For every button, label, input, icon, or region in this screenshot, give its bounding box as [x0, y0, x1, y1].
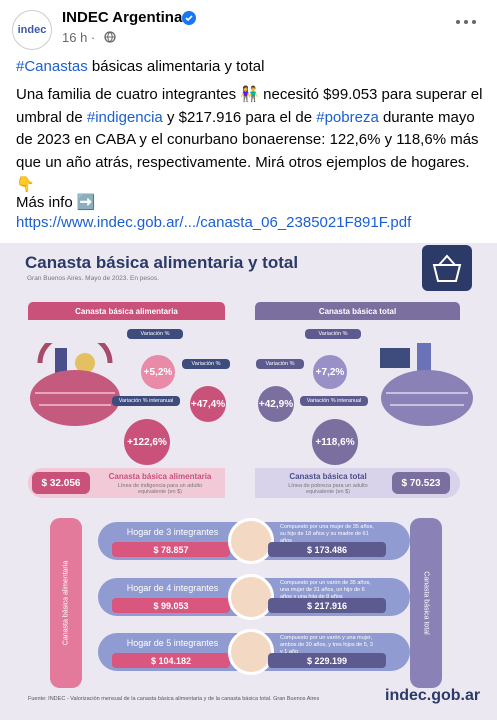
- side-right: [410, 518, 442, 688]
- household-label: Hogar de 5 integrantes: [126, 638, 219, 648]
- headline: #Canastas básicas alimentaria y total: [16, 58, 264, 75]
- right-header: Canasta básica total: [255, 302, 460, 320]
- logo: indec.gob.ar: [385, 687, 481, 704]
- line-desc: Línea de indigencia para un adulto equiv…: [117, 483, 203, 495]
- body-text: Una familia de cuatro integrantes 👫 nece…: [16, 86, 483, 126]
- side-label: Canasta básica alimentaria: [62, 560, 70, 646]
- verified-badge: [182, 11, 196, 25]
- cba-amount: $ 104.182: [112, 653, 230, 668]
- household-label: Hogar de 3 integrantes: [126, 527, 219, 537]
- hashtag[interactable]: #pobreza: [316, 108, 379, 126]
- variation-label: Variación %: [127, 329, 183, 339]
- variation-label: Variación %: [182, 359, 230, 369]
- family-icon: [228, 629, 274, 675]
- body-text: durante mayo de 2023 en CABA y el conurb…: [16, 108, 479, 194]
- line-title: Canasta básica total: [289, 472, 367, 481]
- side-label: Canasta básica total: [422, 571, 430, 635]
- hashtag[interactable]: #Canastas: [16, 58, 88, 75]
- family-icon: [228, 574, 274, 620]
- line-title: Canasta básica alimentaria: [108, 472, 212, 481]
- household-desc: Compuesto por un varón y una mujer, ambo…: [280, 635, 373, 655]
- cba-amount: $ 99.053: [112, 598, 230, 613]
- line-desc: Línea de pobreza para un adulto equivale…: [288, 483, 368, 495]
- food-basket: [30, 343, 120, 426]
- variation-label: Variación %: [256, 359, 304, 369]
- variation-value: +5,2%: [141, 355, 175, 389]
- variation-value: +122,6%: [124, 419, 170, 465]
- left-header: Canasta básica alimentaria: [28, 302, 225, 320]
- basket-logo: [422, 245, 472, 291]
- globe-icon: [104, 31, 116, 43]
- variation-value: +7,2%: [313, 355, 347, 389]
- side-left: [50, 518, 82, 688]
- household-label: Hogar de 4 integrantes: [126, 583, 219, 593]
- variation-label: Variación %: [305, 329, 361, 339]
- more-info: Más info ➡️: [16, 194, 96, 211]
- link[interactable]: https://www.indec.gob.ar/.../canasta_06_…: [16, 214, 412, 231]
- cba-amount: $ 78.857: [112, 542, 230, 557]
- timestamp[interactable]: 16 h ·: [62, 30, 96, 45]
- cbt-amount: $ 173.486: [268, 542, 386, 557]
- hashtag[interactable]: #indigencia: [86, 108, 163, 126]
- post-body: Una familia de cuatro integrantes 👫 nece…: [16, 84, 486, 197]
- family-icon: [228, 518, 274, 564]
- cbt-amount: $ 229.199: [268, 653, 386, 668]
- avatar[interactable]: indec: [12, 10, 52, 50]
- author[interactable]: INDEC Argentina: [62, 9, 183, 26]
- headline-text: básicas alimentaria y total: [87, 58, 265, 75]
- source: Fuente: INDEC - Valorización mensual de …: [28, 696, 320, 702]
- more-menu[interactable]: [455, 18, 477, 26]
- infographic[interactable]: Canasta básica alimentaria y total Gran …: [0, 243, 497, 720]
- amount: $ 70.523: [392, 472, 450, 494]
- variation-value: +42,9%: [258, 386, 294, 422]
- variation-label: Variación % interanual: [300, 396, 368, 406]
- household-desc: Compuesto por una mujer de 35 años, su h…: [280, 524, 374, 544]
- body-text: y $217.916 para el de: [162, 108, 317, 126]
- info-subtitle: Gran Buenos Aires. Mayo de 2023. En peso…: [27, 275, 159, 282]
- variation-value: +118,6%: [312, 419, 358, 465]
- amount: $ 32.056: [32, 472, 90, 494]
- household-desc: Compuesto por un varón de 35 años, una m…: [280, 580, 371, 600]
- variation-value: +47,4%: [190, 386, 226, 422]
- info-title: Canasta básica alimentaria y total: [25, 253, 299, 272]
- variation-label: Variación % interanual: [112, 396, 180, 406]
- cbt-amount: $ 217.916: [268, 598, 386, 613]
- total-basket: [380, 343, 473, 426]
